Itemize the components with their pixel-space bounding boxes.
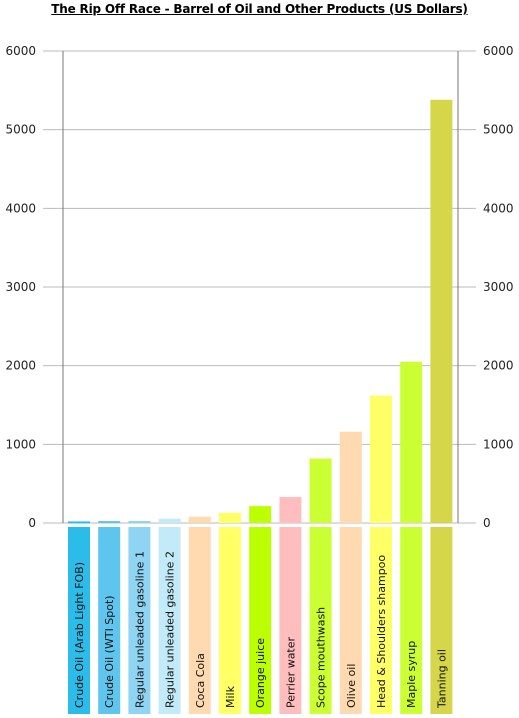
category-label-5: Milk: [224, 685, 237, 708]
category-label-2: Regular unleaded gasoline 1: [133, 551, 146, 708]
y-tick-right-5000: 5000: [483, 123, 514, 137]
bar-6: [249, 506, 272, 523]
category-label-1: Crude Oil (WTI Spot): [103, 595, 116, 708]
y-tick-left-0: 0: [28, 516, 36, 530]
axes: 0 0 1000 1000 2000 2000 3000 3000 4000 4000 5000 50…: [5, 44, 513, 530]
label-strip-7: [279, 527, 302, 714]
category-label-7: Perrier water: [284, 636, 297, 708]
y-tick-left-4000: 4000: [5, 201, 36, 215]
category-label-3: Regular unleaded gasoline 2: [164, 551, 177, 708]
bar-2: [128, 521, 151, 524]
y-tick-left-1000: 1000: [5, 437, 36, 451]
bar-10: [370, 395, 392, 523]
category-label-9: Olive oil: [345, 664, 358, 708]
label-strip-12: [430, 527, 453, 714]
label-strip-3: [158, 527, 181, 714]
y-tick-right-0: 0: [483, 516, 491, 530]
category-label-11: Maple syrup: [405, 641, 418, 708]
category-label-8: Scope mouthwash: [315, 607, 328, 708]
bars: [68, 99, 453, 524]
category-label-10: Head & Shoulders shampoo: [375, 555, 388, 708]
label-strip-0: [68, 527, 90, 714]
y-tick-right-3000: 3000: [483, 280, 514, 294]
label-strip-4: [188, 527, 211, 714]
label-strip-8: [309, 527, 332, 714]
label-strip-2: [128, 527, 151, 714]
y-tick-right-2000: 2000: [483, 359, 514, 373]
y-tick-left-2000: 2000: [5, 359, 36, 373]
label-strip-9: [339, 527, 362, 714]
label-strip-5: [219, 527, 241, 714]
bar-9: [339, 431, 362, 523]
bar-11: [400, 361, 423, 523]
label-strip-11: [400, 527, 423, 714]
bar-12: [430, 99, 453, 524]
bar-1: [98, 521, 121, 524]
category-label-0: Crude Oil (Arab Light FOB): [73, 562, 86, 708]
label-strip-6: [249, 527, 272, 714]
bar-7: [279, 497, 302, 523]
y-tick-left-5000: 5000: [5, 123, 36, 137]
label-strip-1: [98, 527, 121, 714]
bar-3: [158, 518, 181, 523]
label-strip-10: [370, 527, 392, 714]
y-tick-left-3000: 3000: [5, 280, 36, 294]
y-tick-right-1000: 1000: [483, 437, 514, 451]
bar-5: [219, 512, 241, 523]
bar-0: [68, 521, 90, 524]
y-tick-right-6000: 6000: [483, 44, 514, 58]
bar-8: [309, 458, 332, 523]
y-tick-right-4000: 4000: [483, 201, 514, 215]
bar-4: [188, 516, 211, 523]
category-label-6: Orange juice: [254, 638, 267, 708]
category-label-12: Tanning oil: [435, 649, 448, 709]
chart-title: The Rip Off Race - Barrel of Oil and Oth…: [51, 2, 468, 16]
category-labels: Crude Oil (Arab Light FOB) Crude Oil (WTI…: [68, 527, 453, 714]
y-tick-left-6000: 6000: [5, 44, 36, 58]
category-label-4: Coca Cola: [194, 653, 207, 708]
